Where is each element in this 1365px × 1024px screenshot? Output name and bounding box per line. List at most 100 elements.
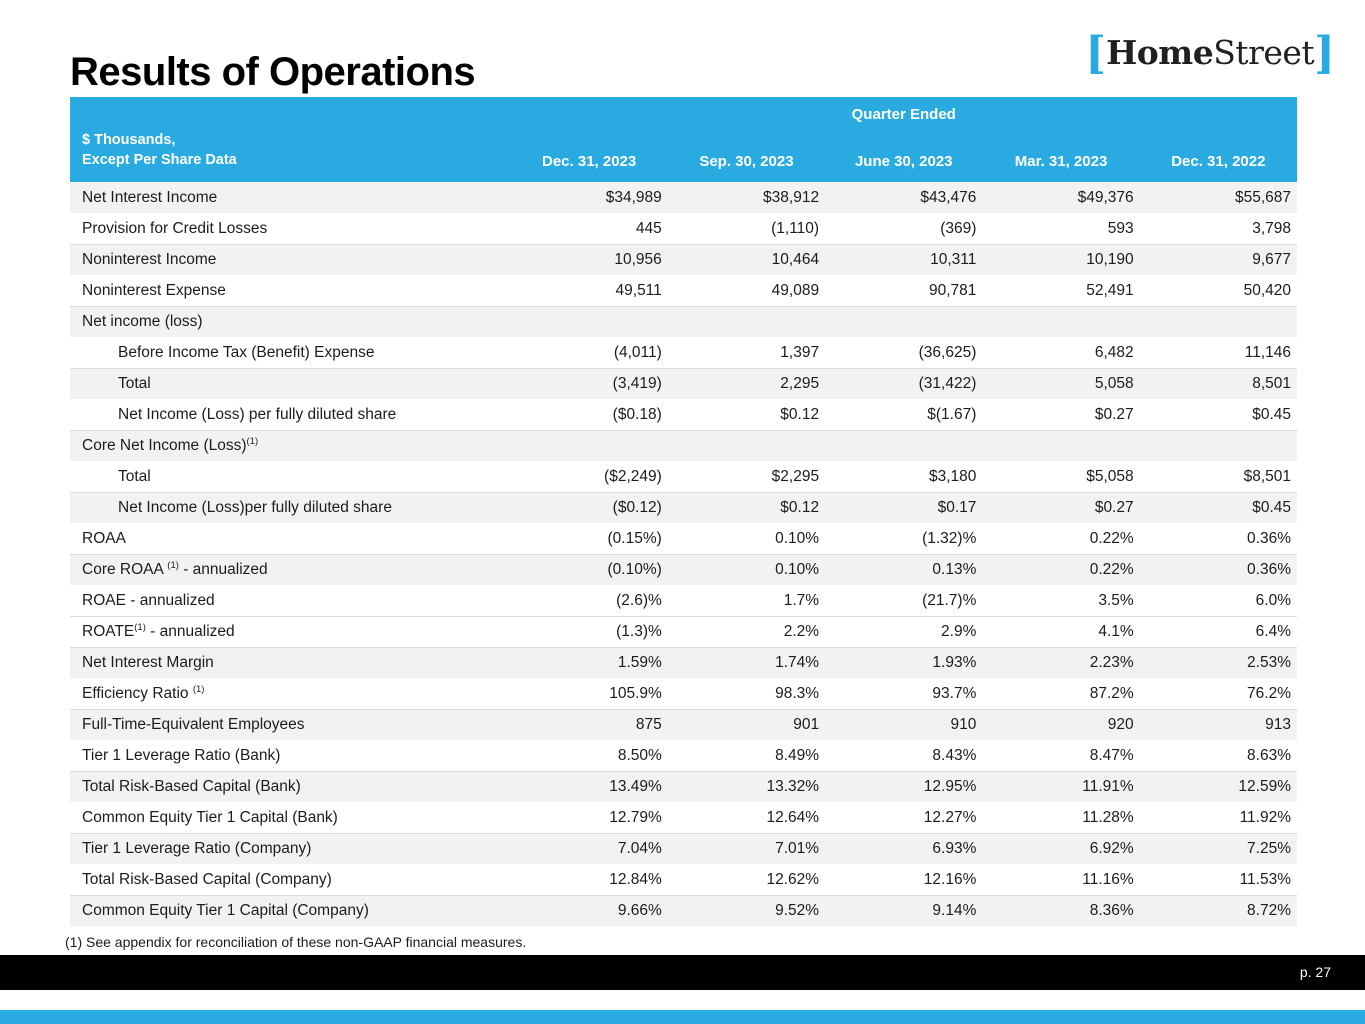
page-title: Results of Operations: [70, 50, 476, 94]
cell-value: 1.93%: [932, 654, 977, 672]
cell-value: 3.5%: [1098, 592, 1134, 610]
cell-value: $0.17: [937, 499, 977, 517]
cell-value: 6.4%: [1255, 623, 1291, 641]
table-row: Tier 1 Leverage Ratio (Bank) 8.50% 8.49% 8.…: [70, 740, 1297, 772]
cell-value: (21.7)%: [922, 592, 977, 610]
row-label-text: Tier 1 Leverage Ratio (Company): [82, 840, 312, 858]
cell-value: 0.22%: [1089, 561, 1134, 579]
homestreet-logo: [HomeStreet]: [1085, 32, 1335, 76]
cell-value: 0.22%: [1089, 530, 1134, 548]
cell-value: 0.10%: [775, 561, 820, 579]
table-row: ROAA (0.15%) 0.10% (1.32)% 0.22% 0.36%: [70, 523, 1297, 555]
cell-value: 4.1%: [1098, 623, 1134, 641]
cell-value: (1.32)%: [922, 530, 977, 548]
row-label: Total: [70, 369, 510, 400]
cell-value: 1.59%: [617, 654, 662, 672]
footnote-marker: (1): [192, 683, 205, 695]
cell-value: 9.14%: [932, 902, 977, 920]
cell-value: 10,311: [930, 251, 977, 269]
cell-value: 49,089: [771, 282, 820, 300]
cell-value: [982, 307, 1139, 338]
table-row: ROAE - annualized (2.6)% 1.7% (21.7)% 3.5% 6.…: [70, 585, 1297, 617]
cell-value: [1140, 307, 1297, 338]
cell-value: 12.64%: [766, 809, 820, 827]
cell-value: $38,912: [763, 189, 820, 207]
cell-value: $3,180: [928, 468, 977, 486]
cell-value: 7.01%: [775, 840, 820, 858]
cell-value: 10,190: [1086, 251, 1134, 269]
cell-value: 50,420: [1243, 282, 1291, 300]
cell-value: 913: [1265, 716, 1291, 734]
row-label-text: Net Interest Income: [82, 189, 218, 207]
cell-value: 875: [635, 716, 662, 734]
row-label-text: Common Equity Tier 1 Capital (Company): [82, 902, 369, 920]
cell-value: 98.3%: [775, 685, 820, 703]
cell-value: 0.36%: [1247, 561, 1291, 579]
cell-value: $34,989: [605, 189, 662, 207]
row-label-text: Net Interest Margin: [82, 654, 214, 672]
cell-value: 87.2%: [1089, 685, 1134, 703]
quarter-ended-header: Quarter Ended: [510, 97, 1297, 125]
cell-value: [510, 307, 667, 338]
cell-value: (1.3)%: [616, 623, 662, 641]
cell-value: (31,422): [918, 375, 977, 393]
cell-value: $0.27: [1094, 499, 1134, 517]
row-label: Noninterest Income: [70, 245, 510, 276]
table-row: Total Risk-Based Capital (Bank) 13.49% 13.…: [70, 771, 1297, 803]
table-row: Full-Time-Equivalent Employees 875 901 910 9…: [70, 709, 1297, 741]
cell-value: 6,482: [1094, 344, 1134, 362]
row-label: Full-Time-Equivalent Employees: [70, 710, 510, 741]
cell-value: [825, 307, 982, 338]
results-of-operations-table: Quarter Ended $ Thousands, Except Per Sh…: [70, 97, 1297, 927]
cell-value: 2.23%: [1089, 654, 1134, 672]
cell-value: 49,511: [615, 282, 662, 300]
row-label-text: Total: [118, 468, 151, 486]
row-label-text: Efficiency Ratio: [82, 685, 193, 703]
row-label-text: Before Income Tax (Benefit) Expense: [118, 344, 375, 362]
table-row: Net Interest Margin 1.59% 1.74% 1.93% 2.23% 2…: [70, 647, 1297, 679]
cell-value: 7.25%: [1247, 840, 1291, 858]
cell-value: 11.91%: [1082, 778, 1134, 796]
row-label-text: Common Equity Tier 1 Capital (Bank): [82, 809, 338, 827]
cell-value: 2.2%: [783, 623, 820, 641]
table-row: Tier 1 Leverage Ratio (Company) 7.04% 7.01…: [70, 833, 1297, 865]
quarter-ended-row: Quarter Ended: [70, 97, 1297, 125]
row-label-text: Noninterest Expense: [82, 282, 226, 300]
cell-value: $0.45: [1252, 499, 1291, 517]
row-label: Net Income (Loss) per fully diluted shar…: [70, 400, 510, 431]
header-spacer: [70, 97, 511, 125]
units-header-line2: Except Per Share Data: [82, 151, 237, 168]
table-row: Common Equity Tier 1 Capital (Bank) 12.79…: [70, 802, 1297, 834]
cell-value: [668, 431, 825, 462]
cell-value: 10,956: [614, 251, 662, 269]
cell-value: $8,501: [1243, 468, 1291, 486]
cell-value: 3,798: [1252, 220, 1291, 238]
row-label-text: Provision for Credit Losses: [82, 220, 268, 238]
cell-value: 12.27%: [923, 809, 977, 827]
cell-value: 11.28%: [1082, 809, 1134, 827]
cell-value: 8.72%: [1247, 902, 1291, 920]
page-number: p. 27: [1299, 964, 1331, 980]
cell-value: 1.7%: [783, 592, 820, 610]
column-header: Sep. 30, 2023: [667, 125, 826, 183]
table-row: Common Equity Tier 1 Capital (Company) 9.…: [70, 895, 1297, 927]
row-label: Net income (loss): [70, 307, 510, 338]
row-label: Total Risk-Based Capital (Bank): [70, 772, 510, 803]
cell-value: 13.32%: [766, 778, 820, 796]
cell-value: 1,397: [780, 344, 820, 362]
table-row: Noninterest Income 10,956 10,464 10,311 10,1…: [70, 244, 1297, 276]
row-label-text: ROAA: [82, 530, 126, 548]
units-header: $ Thousands, Except Per Share Data: [70, 125, 511, 183]
cell-value: (369): [940, 220, 977, 238]
logo-right-bracket: ]: [1314, 28, 1335, 79]
row-label: Before Income Tax (Benefit) Expense: [70, 338, 510, 369]
footnote-marker: (1): [134, 621, 146, 633]
table-row: Total ($2,249) $2,295 $3,180 $5,058 $8,501: [70, 461, 1297, 493]
cell-value: 2.53%: [1247, 654, 1291, 672]
footnote-marker: (1): [246, 435, 259, 447]
cell-value: 52,491: [1086, 282, 1134, 300]
row-label: Net Interest Margin: [70, 648, 510, 679]
table-body: Net Interest Income $34,989 $38,912 $43,476…: [70, 182, 1297, 927]
cell-value: 8.43%: [932, 747, 977, 765]
